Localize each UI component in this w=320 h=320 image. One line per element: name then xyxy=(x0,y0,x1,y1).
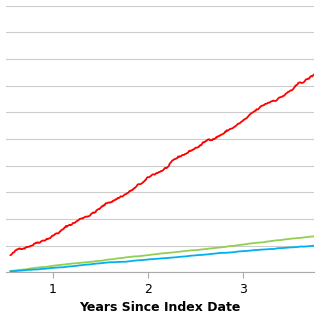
X-axis label: Years Since Index Date: Years Since Index Date xyxy=(79,301,241,315)
